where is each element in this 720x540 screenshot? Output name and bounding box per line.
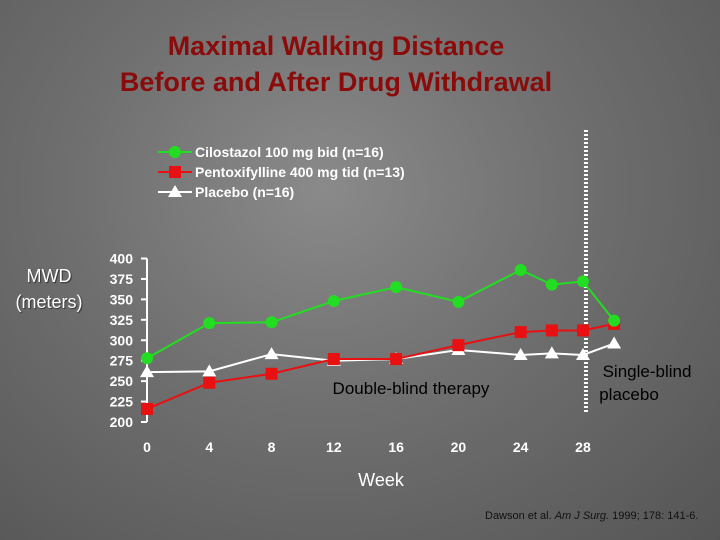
data-point <box>607 336 622 349</box>
citation: Dawson et al. Am J Surg. 1999; 178: 141-… <box>485 510 698 522</box>
legend-item: Placebo (n=16) <box>158 184 294 200</box>
y-tick-label: 325 <box>110 312 134 328</box>
series-circle <box>141 263 621 365</box>
data-point <box>327 295 340 308</box>
double-blind-annotation: Double-blind therapy <box>333 379 490 398</box>
data-point <box>141 352 153 365</box>
axes: 200 225 250 275 300 325 350 375 400 0 4 8 12 16 20 24 28 <box>110 130 591 455</box>
data-point <box>576 275 589 288</box>
legend-swatch-marker <box>169 166 181 178</box>
citation-prefix: Dawson et al. <box>485 510 555 522</box>
series-line <box>146 268 615 360</box>
data-point <box>513 347 528 360</box>
x-tick-label: 28 <box>575 439 591 455</box>
data-point <box>544 346 559 359</box>
legend-label: Cilostazol 100 mg bid (n=16) <box>195 144 384 160</box>
x-tick-label: 24 <box>513 439 529 455</box>
single-blind-annotation-line-1: Single-blind <box>603 362 692 381</box>
y-tick-label: 350 <box>110 291 134 307</box>
y-axis-label-line-1: MWD <box>26 266 72 286</box>
chart-title: Maximal Walking Distance Before and Afte… <box>0 28 672 100</box>
legend: Cilostazol 100 mg bid (n=16) Pentoxifylli… <box>158 144 405 200</box>
x-axis-label: Week <box>358 470 405 490</box>
y-tick-label: 275 <box>110 353 134 369</box>
data-point <box>140 365 154 378</box>
data-point <box>545 324 558 337</box>
title-line-2: Before and After Drug Withdrawal <box>119 67 553 97</box>
data-point <box>452 295 465 308</box>
legend-swatch-marker <box>168 185 182 197</box>
series-line <box>146 322 615 410</box>
series-triangle <box>140 336 622 378</box>
x-tick-label: 20 <box>451 439 467 455</box>
y-tick-label: 300 <box>110 332 134 348</box>
data-point <box>390 353 403 366</box>
data-point <box>514 263 527 276</box>
legend-label: Placebo (n=16) <box>195 184 294 200</box>
title-line-1: Maximal Walking Distance <box>167 31 505 61</box>
x-tick-label: 4 <box>205 439 213 455</box>
data-point <box>202 364 217 377</box>
data-point <box>264 347 279 360</box>
citation-journal: Am J Surg. <box>554 510 610 522</box>
series-lines <box>140 263 622 415</box>
data-point <box>608 314 621 327</box>
legend-label: Pentoxifylline 400 mg tid (n=13) <box>195 164 405 180</box>
data-point <box>265 316 278 329</box>
legend-item: Pentoxifylline 400 mg tid (n=13) <box>158 164 405 180</box>
legend-item: Cilostazol 100 mg bid (n=16) <box>158 144 384 160</box>
y-tick-label: 225 <box>110 394 134 410</box>
y-tick-label: 250 <box>110 373 134 389</box>
data-point <box>575 347 590 360</box>
y-tick-label: 400 <box>110 251 134 267</box>
legend-swatch-marker <box>169 146 181 158</box>
data-point <box>545 278 558 291</box>
y-axis-label: MWD (meters) <box>8 263 90 315</box>
x-tick-label: 16 <box>388 439 404 455</box>
data-point <box>203 376 216 389</box>
citation-rest: 1999; 178: 141-6. <box>609 510 699 522</box>
data-point <box>452 339 465 352</box>
y-tick-label: 375 <box>110 271 134 287</box>
single-blind-annotation-line-2: placebo <box>599 385 659 404</box>
data-point <box>514 326 527 339</box>
x-tick-label: 12 <box>326 439 342 455</box>
series-line <box>146 342 615 374</box>
y-axis-label-line-2: (meters) <box>15 292 83 312</box>
y-tick-label: 200 <box>110 414 134 430</box>
data-point <box>141 402 153 415</box>
x-tick-label: 8 <box>268 439 276 455</box>
data-point <box>265 367 278 380</box>
series-square <box>141 317 621 415</box>
data-point <box>576 324 589 337</box>
x-tick-label: 0 <box>143 439 151 455</box>
data-point <box>203 317 216 330</box>
data-point <box>390 281 403 294</box>
data-point <box>327 353 340 366</box>
